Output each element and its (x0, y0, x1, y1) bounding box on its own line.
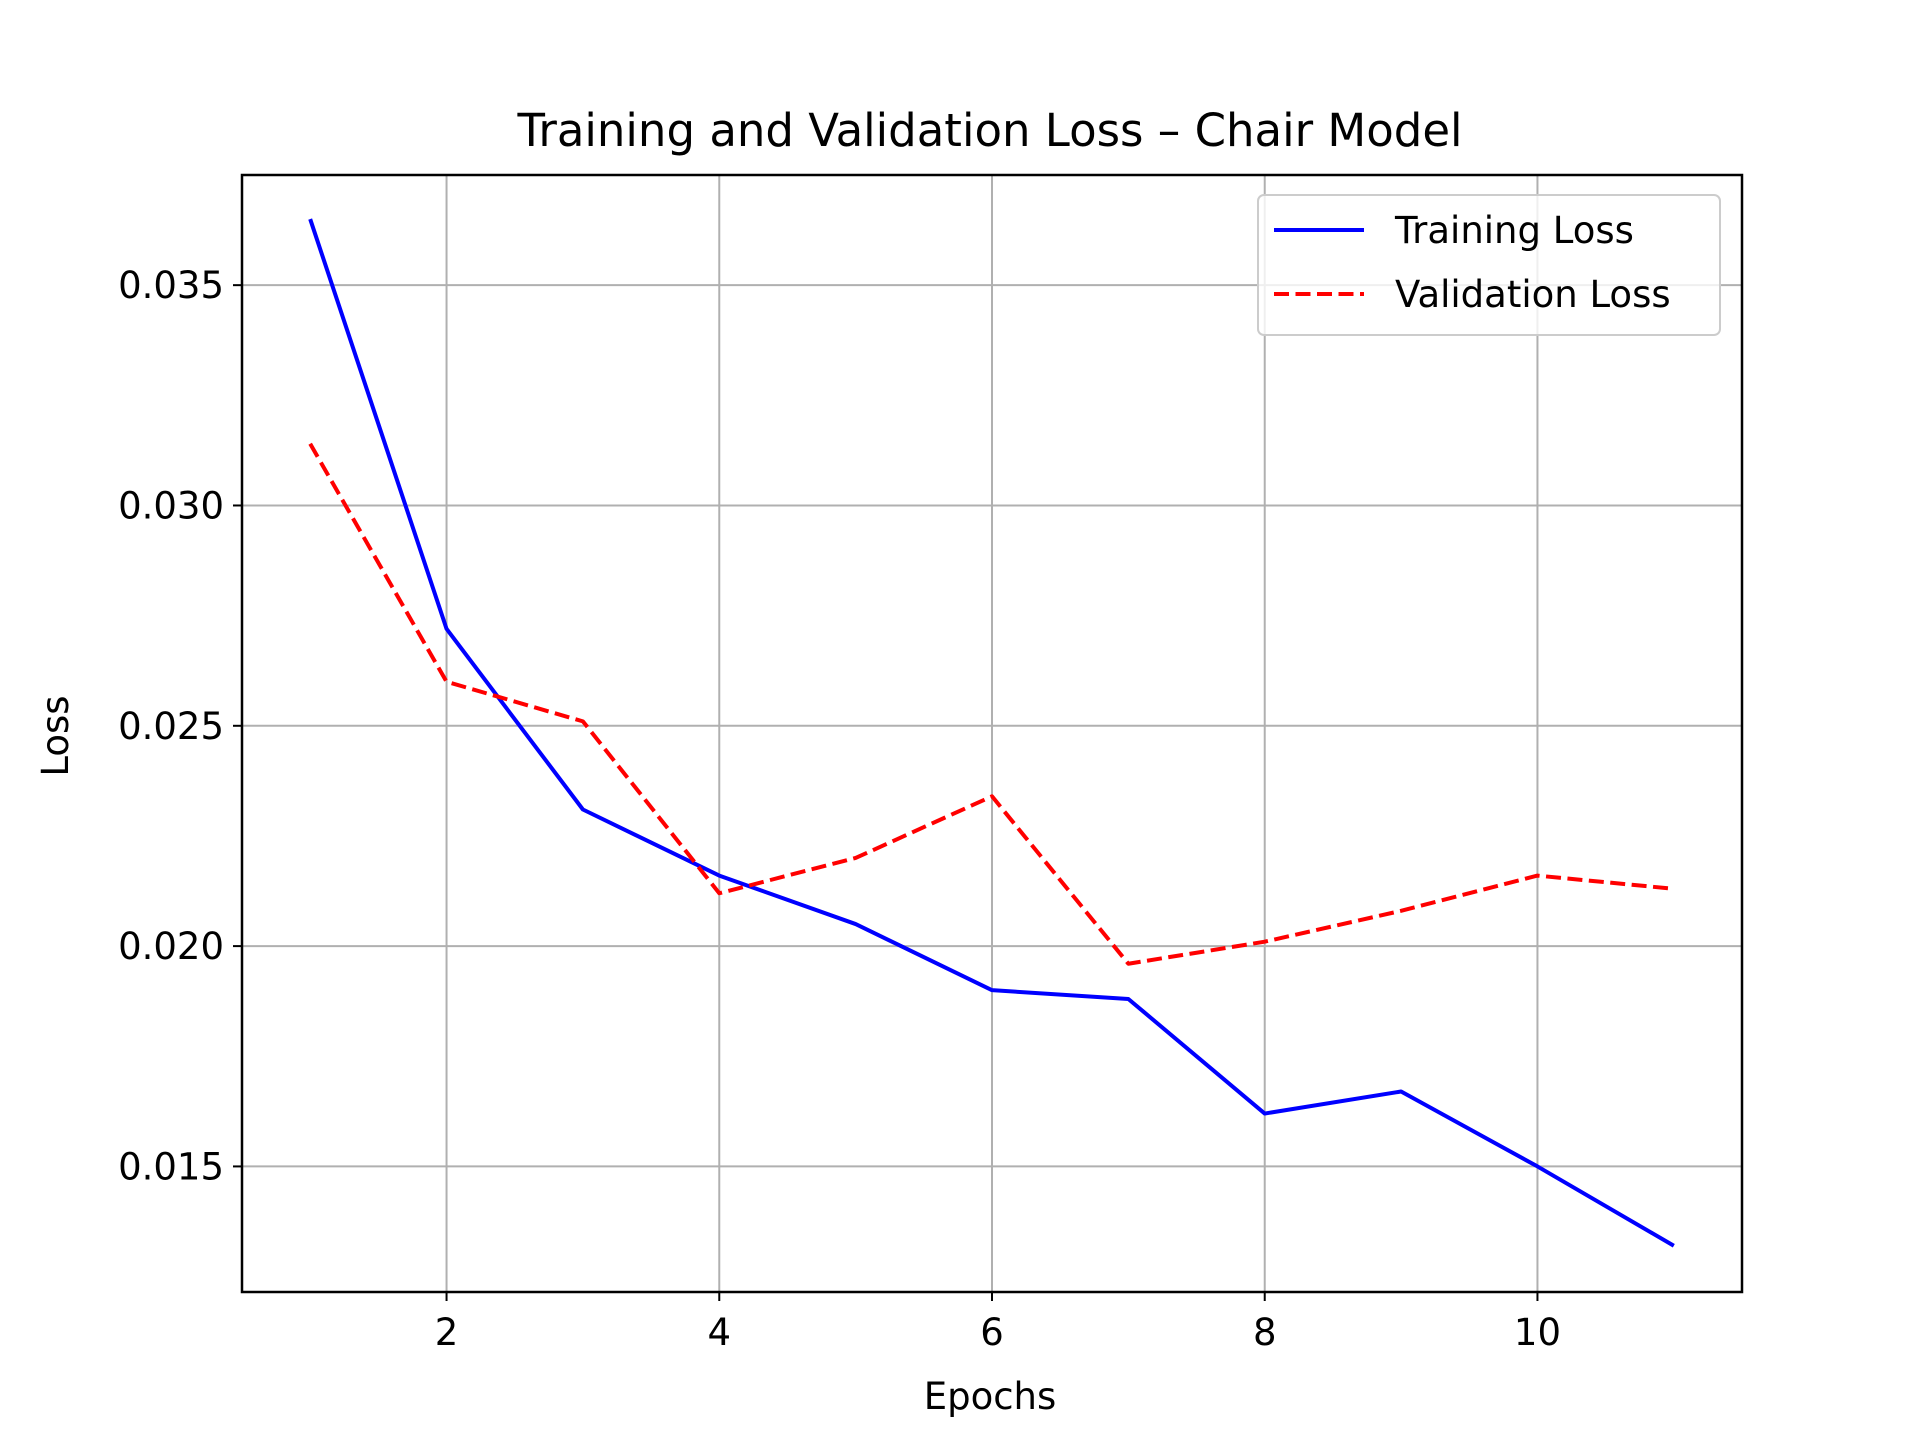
ticks: 2 4 6 8 10 0.015 0.020 0.025 0.030 0.035 (118, 264, 1561, 1354)
chart-title: Training and Validation Loss – Chair Mod… (516, 104, 1462, 157)
x-tick-label: 2 (435, 1311, 459, 1354)
y-tick-label: 0.035 (118, 264, 224, 307)
y-tick-label: 0.020 (118, 925, 224, 968)
y-tick-label: 0.025 (118, 705, 224, 748)
legend-label: Training Loss (1394, 209, 1634, 252)
validation-loss-line (308, 442, 1675, 966)
x-tick-label: 6 (980, 1311, 1004, 1354)
y-tick-label: 0.015 (118, 1145, 224, 1188)
legend: Training Loss Validation Loss (1257, 194, 1721, 336)
training-loss-line (308, 218, 1675, 1248)
x-tick-label: 10 (1514, 1311, 1561, 1354)
legend-label: Validation Loss (1395, 273, 1671, 316)
y-tick-label: 0.030 (118, 484, 224, 527)
legend-box (1257, 194, 1721, 336)
x-axis-label: Epochs (924, 1375, 1057, 1418)
x-tick-label: 4 (707, 1311, 731, 1354)
series-group (308, 218, 1675, 1248)
y-axis-label: Loss (34, 695, 77, 776)
x-tick-label: 8 (1253, 1311, 1277, 1354)
